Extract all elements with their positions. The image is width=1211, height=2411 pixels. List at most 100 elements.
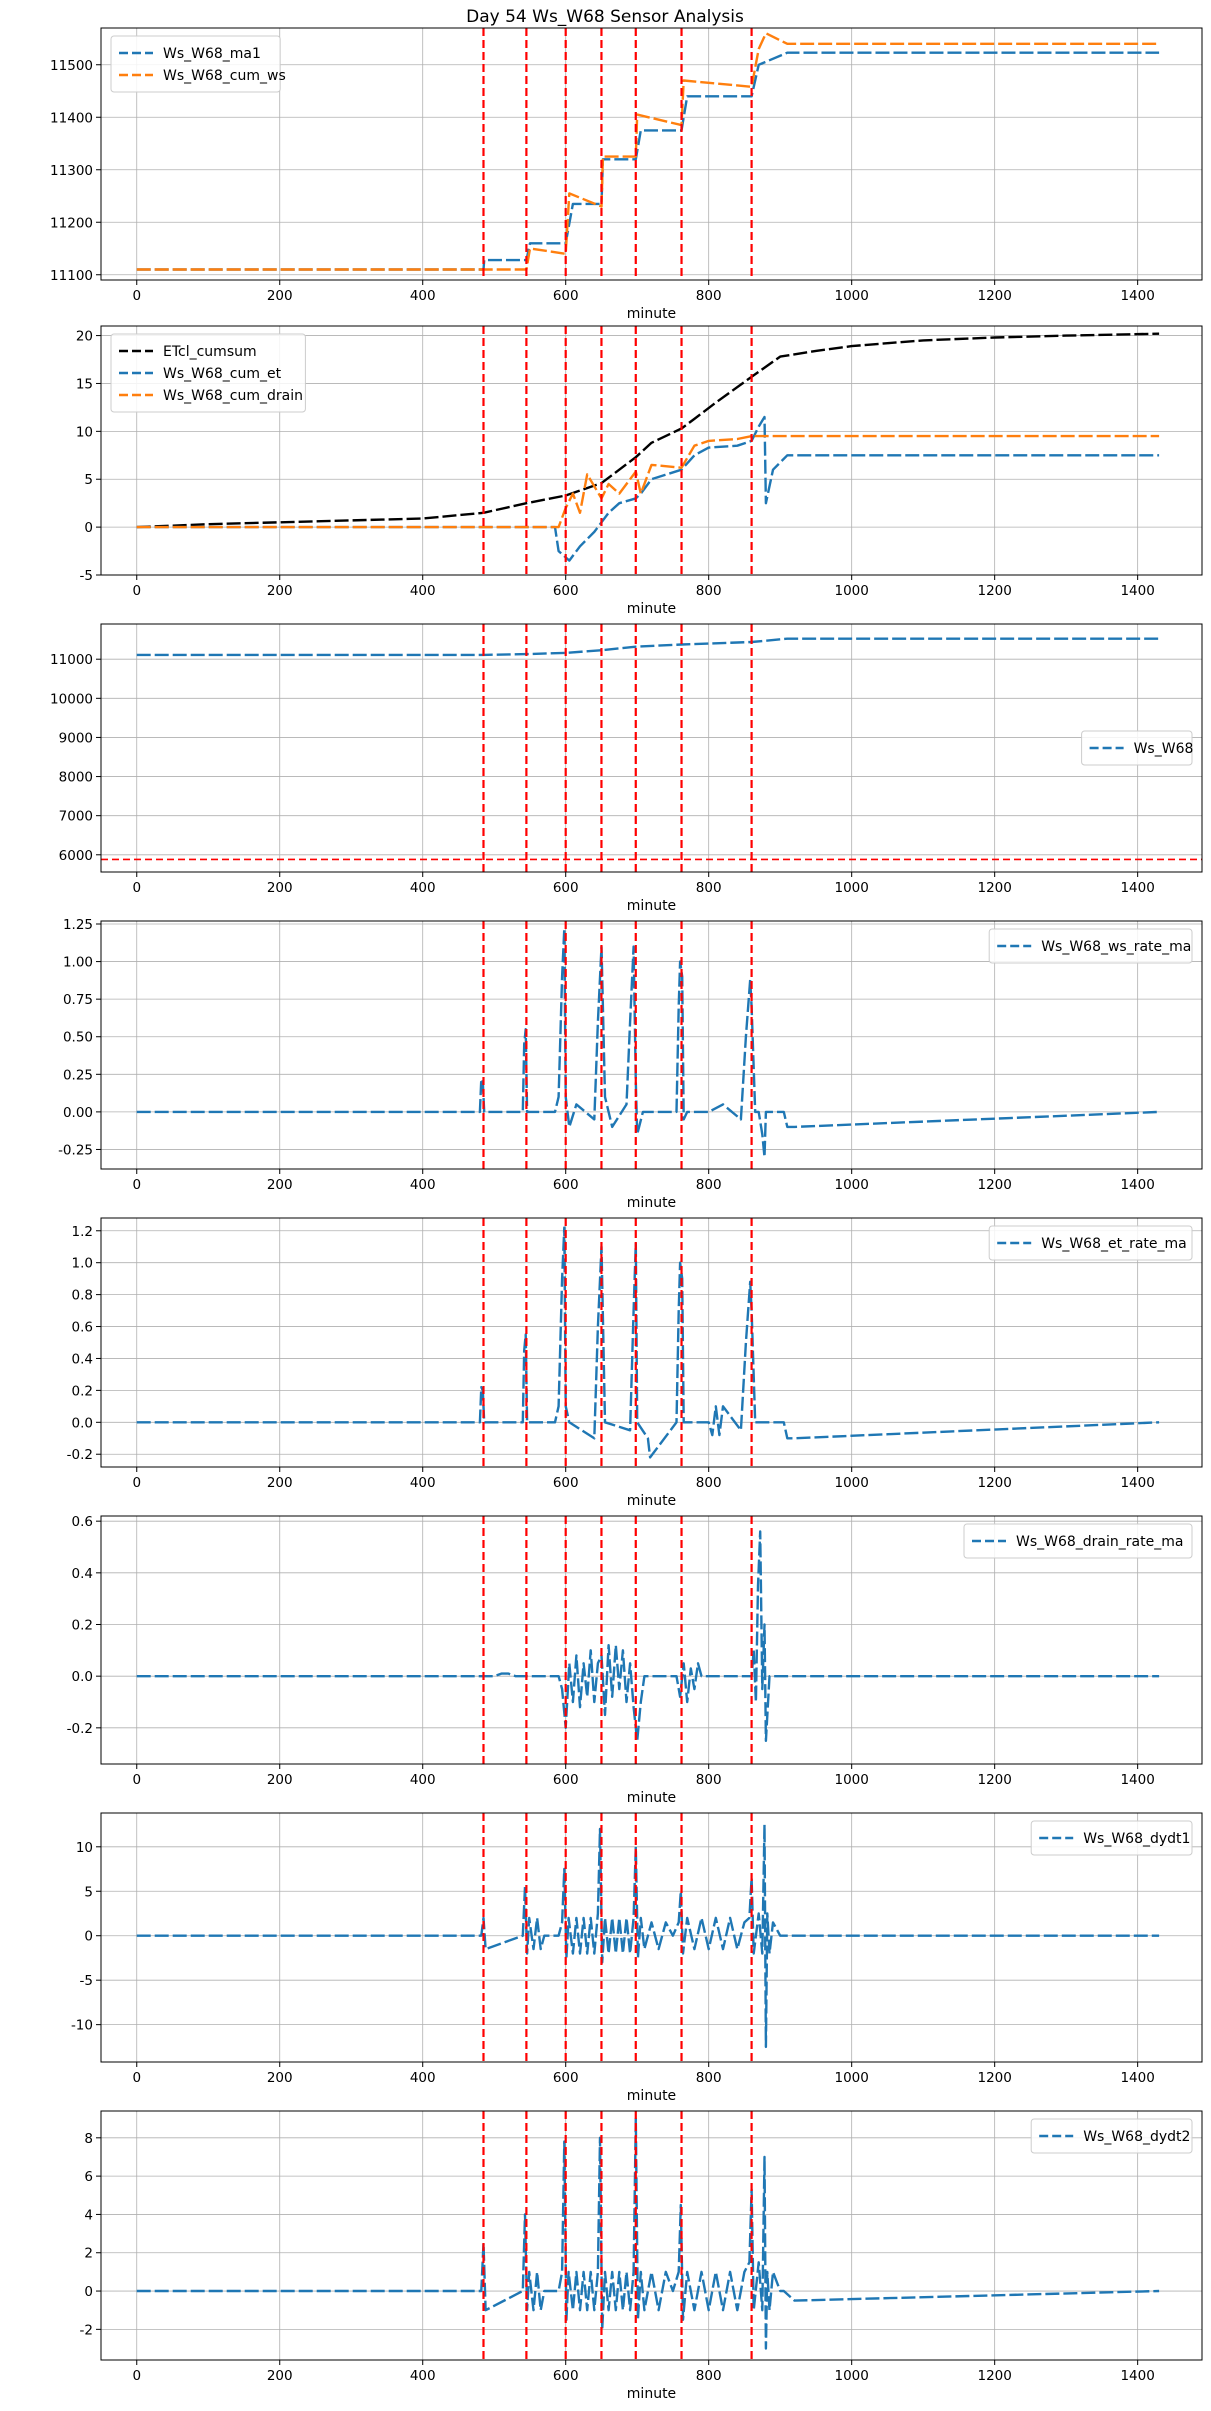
axes-frame <box>100 325 1203 576</box>
legend-label: Ws_W68_cum_ws <box>163 68 286 84</box>
x-tick-label: 600 <box>553 1475 579 1491</box>
y-tick-label: 6000 <box>59 848 93 864</box>
subplot-5: 0 200 400 600 800 1000 1200 1400 -0.2 0.0 0.2 0.4 0.… <box>67 1217 1203 1509</box>
y-tick-label: 11400 <box>50 110 93 126</box>
x-axis-label: minute <box>627 306 676 322</box>
x-tick-label: 0 <box>132 1475 141 1491</box>
series-line-Ws_W68_dydt2 <box>136 2117 1160 2350</box>
subplot-8: 0 200 400 600 800 1000 1200 1400 -2 0 2 4 6 8 minute Ws… <box>80 2110 1203 2402</box>
x-tick-label: 0 <box>132 288 141 304</box>
x-axis-label: minute <box>627 898 676 914</box>
x-tick-label: 1000 <box>835 583 869 599</box>
x-tick-label: 400 <box>410 2368 436 2384</box>
x-tick-label: 0 <box>132 1177 141 1193</box>
x-tick-label: 200 <box>267 880 293 896</box>
subplot-stack: 0 200 400 600 800 1000 1200 1400111001120011300… <box>50 27 1203 2402</box>
y-tick-label: 1.00 <box>63 955 93 971</box>
x-tick-label: 1000 <box>835 1475 869 1491</box>
y-tick-label: 5 <box>84 1884 93 1900</box>
x-tick-label: 1200 <box>977 288 1011 304</box>
legend-box <box>1030 1820 1193 1856</box>
x-tick-label: 1400 <box>1120 880 1154 896</box>
y-tick-label: -0.25 <box>58 1142 93 1158</box>
x-tick-label: 600 <box>553 1772 579 1788</box>
x-tick-label: 1400 <box>1120 288 1154 304</box>
legend-box <box>110 35 281 93</box>
subplot-3: 0 200 400 600 800 1000 1200 1400 6000 7000 8000 900… <box>50 623 1203 914</box>
axes-frame <box>100 2110 1203 2361</box>
x-tick-label: 1000 <box>835 2070 869 2086</box>
x-tick-label: 200 <box>267 2368 293 2384</box>
legend: Ws_W68_dydt2 <box>1030 2118 1193 2154</box>
y-tick-label: 11100 <box>50 268 93 284</box>
y-tick-label: 0.2 <box>72 1618 93 1634</box>
y-tick-label: 11200 <box>50 215 93 231</box>
y-tick-label: 11300 <box>50 163 93 179</box>
x-axis-label: minute <box>627 601 676 617</box>
legend-label: ETcl_cumsum <box>163 344 257 360</box>
y-tick-label: 5 <box>84 472 93 488</box>
y-tick-label: 11000 <box>50 652 93 668</box>
y-tick-label: -5 <box>80 568 93 584</box>
axes-frame <box>100 1217 1203 1468</box>
y-tick-label: 1.2 <box>72 1224 93 1240</box>
x-axis-label: minute <box>627 1790 676 1806</box>
x-tick-label: 1200 <box>977 2368 1011 2384</box>
subplot-7: 0 200 400 600 800 1000 1200 1400 -10 -5 0 5 10 minute… <box>71 1812 1203 2104</box>
plot-area <box>101 624 1202 872</box>
y-tick-label: 10 <box>76 1840 93 1856</box>
x-tick-label: 600 <box>553 288 579 304</box>
x-tick-label: 200 <box>267 583 293 599</box>
y-tick-label: 8000 <box>59 770 93 786</box>
x-tick-label: 600 <box>553 880 579 896</box>
plot-area <box>136 326 1160 575</box>
series-line-Ws_W68_cum_et <box>136 415 1160 562</box>
legend-box <box>1030 2118 1193 2154</box>
y-tick-label: 0.8 <box>72 1288 93 1304</box>
y-tick-label: 1.0 <box>72 1256 93 1272</box>
y-tick-label: 15 <box>76 376 93 392</box>
figure-title: Day 54 Ws_W68 Sensor Analysis <box>466 7 744 27</box>
x-tick-label: 400 <box>410 2070 436 2086</box>
y-tick-label: -2 <box>80 2322 93 2338</box>
y-tick-label: 0 <box>84 1929 93 1945</box>
y-tick-label: 0.75 <box>63 992 93 1008</box>
x-tick-label: 1200 <box>977 1475 1011 1491</box>
x-axis-label: minute <box>627 1493 676 1509</box>
y-tick-label: -5 <box>80 1973 93 1989</box>
x-tick-label: 1400 <box>1120 1475 1154 1491</box>
x-tick-label: 600 <box>553 2070 579 2086</box>
legend-box <box>110 333 306 413</box>
x-tick-label: 600 <box>553 1177 579 1193</box>
x-tick-label: 1000 <box>835 288 869 304</box>
x-tick-label: 800 <box>696 288 722 304</box>
x-tick-label: 0 <box>132 2368 141 2384</box>
x-tick-label: 1000 <box>835 1177 869 1193</box>
legend: Ws_W68 <box>1081 730 1193 766</box>
y-tick-label: 20 <box>76 329 93 345</box>
y-tick-label: 7000 <box>59 809 93 825</box>
y-tick-label: -0.2 <box>67 1721 93 1737</box>
x-tick-label: 400 <box>410 583 436 599</box>
series-line-Ws_W68_drain_rate_ma <box>136 1530 1160 1743</box>
x-tick-label: 400 <box>410 288 436 304</box>
x-tick-label: 400 <box>410 1177 436 1193</box>
x-tick-label: 200 <box>267 288 293 304</box>
y-tick-label: 1.25 <box>63 917 93 933</box>
subplot-2: 0 200 400 600 800 1000 1200 1400 -5 0 5 10 15 20 minut… <box>76 325 1203 617</box>
legend-label: Ws_W68_dydt1 <box>1083 1831 1190 1847</box>
legend-box <box>1081 730 1193 766</box>
axes-frame <box>100 1515 1203 1765</box>
y-tick-label: -10 <box>71 2018 93 2034</box>
legend: Ws_W68_drain_rate_ma <box>963 1523 1193 1559</box>
y-tick-label: 10000 <box>50 691 93 707</box>
grid <box>101 624 1202 872</box>
x-tick-label: 1200 <box>977 880 1011 896</box>
x-tick-label: 800 <box>696 583 722 599</box>
legend-label: Ws_W68_et_rate_ma <box>1041 1236 1187 1252</box>
x-tick-label: 200 <box>267 2070 293 2086</box>
y-tick-label: 0 <box>84 2284 93 2300</box>
x-tick-label: 800 <box>696 1475 722 1491</box>
legend-label: Ws_W68_ma1 <box>163 46 261 62</box>
y-tick-label: 0.50 <box>63 1030 93 1046</box>
